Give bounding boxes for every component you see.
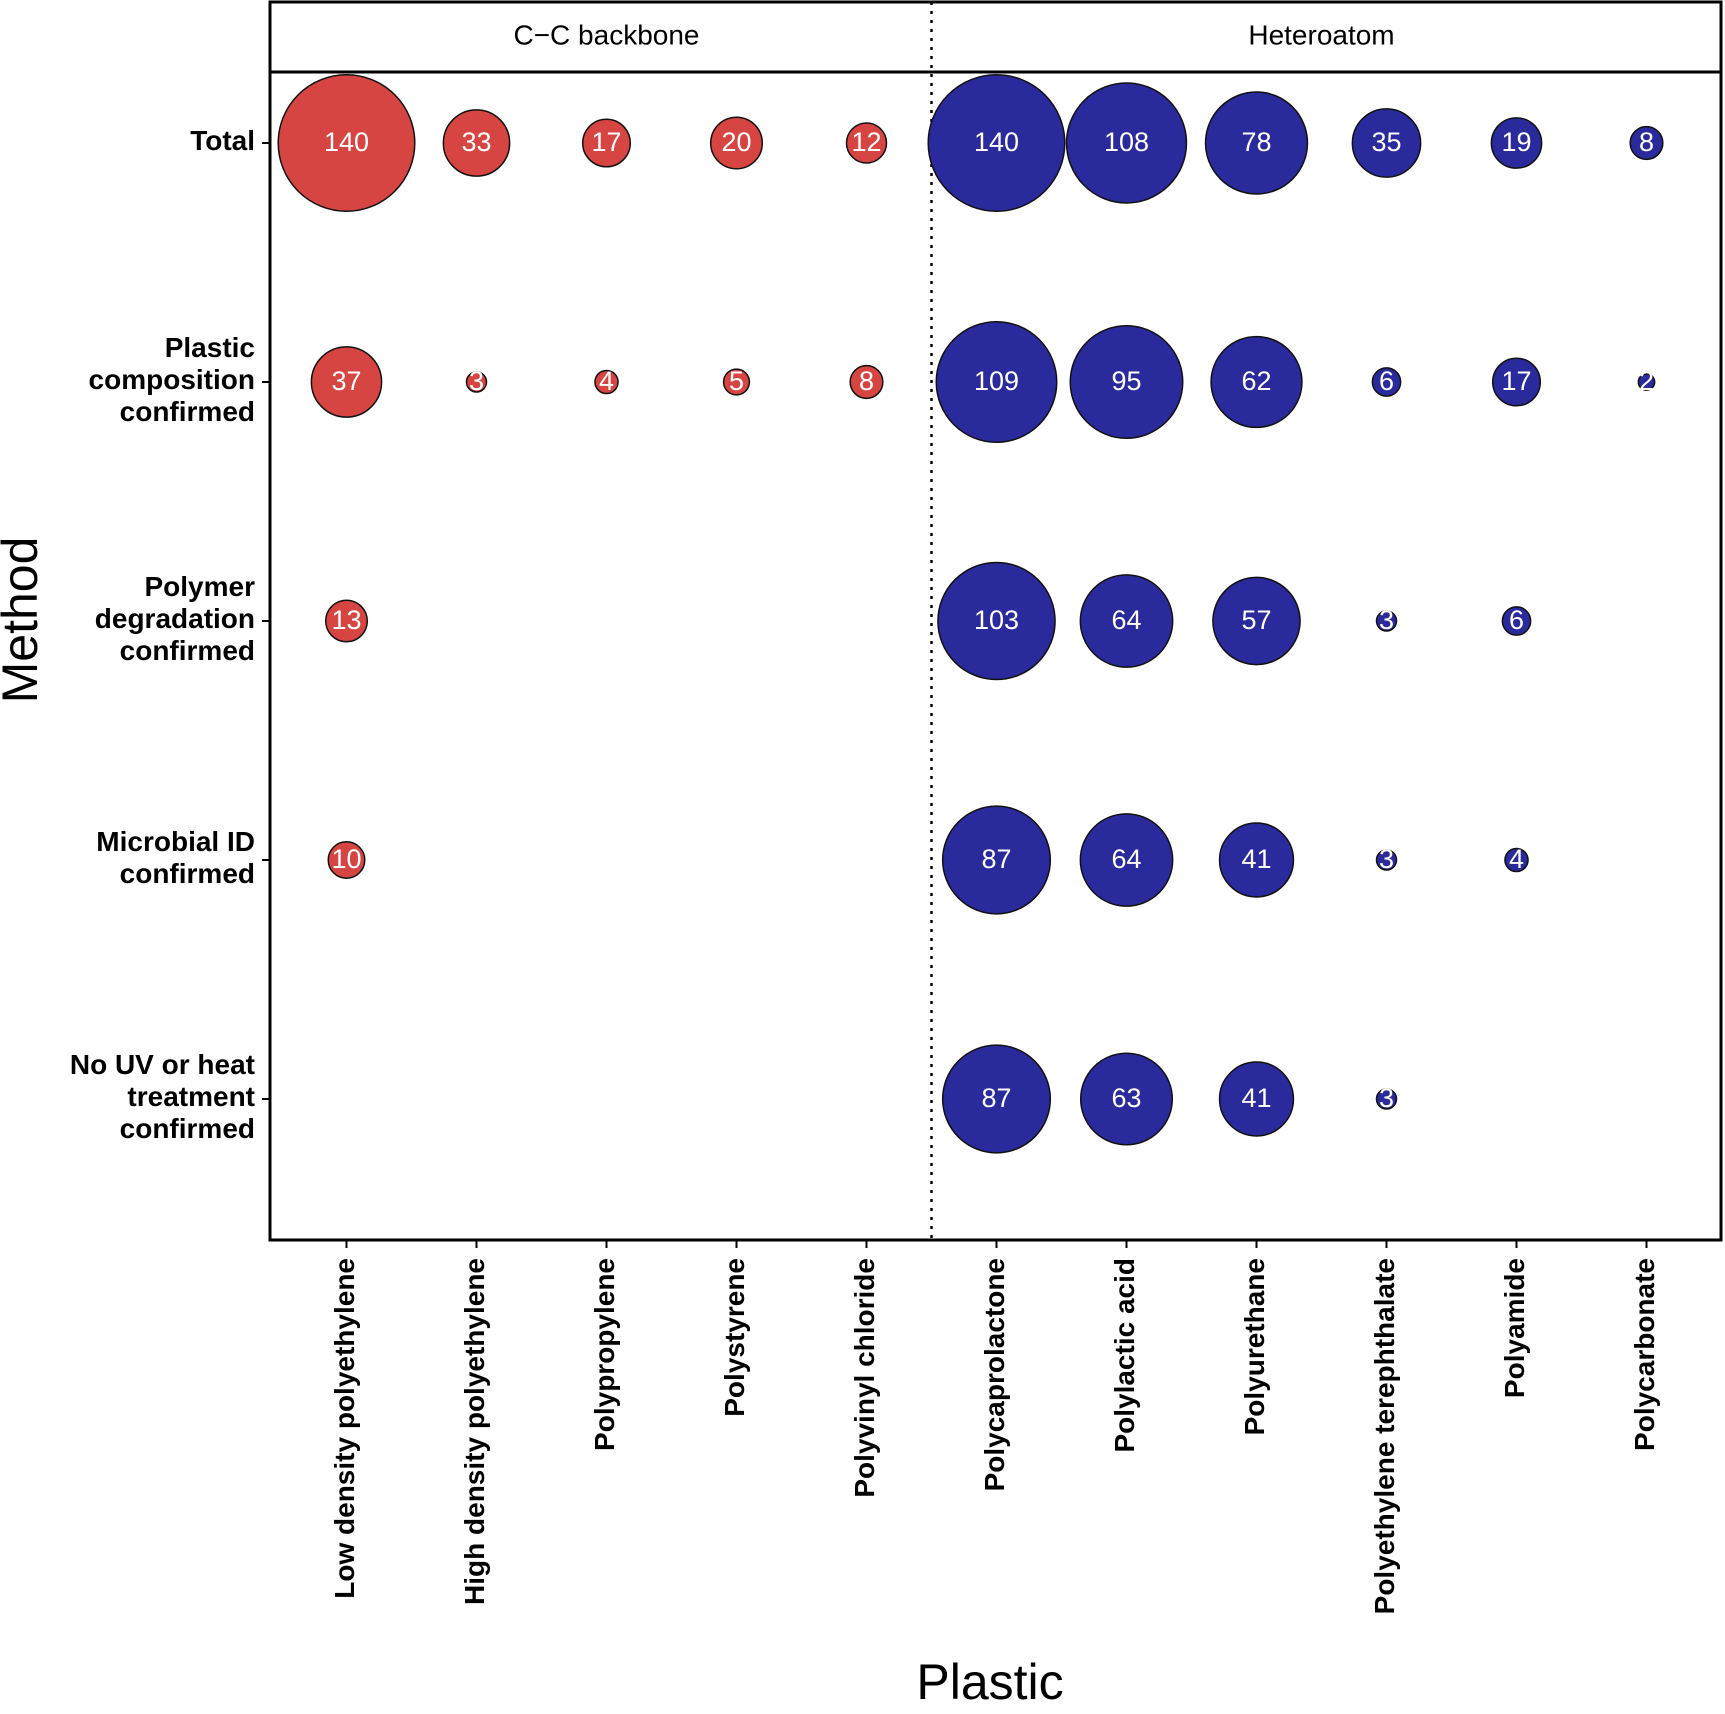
value-label: 87 (981, 844, 1011, 874)
value-label: 19 (1501, 127, 1531, 157)
value-label: 4 (599, 366, 614, 396)
value-label: 37 (331, 366, 361, 396)
value-label: 35 (1371, 127, 1401, 157)
bubble (1375, 1088, 1398, 1110)
x-tick-label: Polycaprolactone (979, 1258, 1010, 1491)
value-label: 12 (851, 127, 881, 157)
value-label: 64 (1111, 605, 1141, 635)
y-tick-label: Polymer degradation confirmed (95, 571, 255, 666)
value-label: 78 (1241, 127, 1271, 157)
value-label: 62 (1241, 366, 1271, 396)
bubble (327, 841, 366, 879)
value-label: 140 (324, 127, 369, 157)
value-label: 8 (859, 366, 874, 396)
bubble (935, 321, 1058, 443)
bubble (1375, 849, 1398, 871)
bubble (1212, 576, 1301, 666)
x-tick-label: Polyvinyl chloride (849, 1258, 880, 1498)
bubble (1629, 125, 1664, 161)
bubble (1079, 1052, 1174, 1146)
x-tick-label: High density polyethylene (459, 1258, 490, 1605)
x-axis-title: Plastic (916, 1654, 1063, 1710)
value-label: 8 (1639, 127, 1654, 157)
value-label: 63 (1111, 1083, 1141, 1113)
bubble (594, 369, 619, 395)
bubble (1501, 606, 1532, 636)
value-label: 2 (1639, 366, 1654, 396)
bubble (1371, 367, 1402, 397)
value-label: 17 (591, 127, 621, 157)
value-label: 5 (729, 366, 744, 396)
x-tick-label: Polylactic acid (1109, 1258, 1140, 1453)
bubble (1375, 610, 1398, 632)
bubble (1504, 847, 1529, 873)
y-tick-label: Microbial ID confirmed (96, 826, 255, 889)
y-tick-label: No UV or heat treatment confirmed (70, 1049, 255, 1144)
x-tick-label: Polypropylene (589, 1258, 620, 1451)
value-label: 64 (1111, 844, 1141, 874)
bubble (1637, 373, 1656, 391)
value-label: 108 (1104, 127, 1149, 157)
value-label: 41 (1241, 844, 1271, 874)
bubble (310, 346, 383, 418)
value-label: 109 (974, 366, 1019, 396)
bubble (849, 364, 884, 400)
bubble (277, 73, 416, 213)
bubble (1490, 117, 1543, 169)
bubble (581, 118, 632, 168)
bubble (845, 122, 888, 164)
value-label: 4 (1509, 844, 1524, 874)
facet-label: C−C backbone (513, 19, 699, 50)
value-label: 41 (1241, 1083, 1271, 1113)
value-label: 3 (1379, 844, 1394, 874)
bubble (1210, 335, 1303, 429)
bubble (1204, 91, 1309, 195)
x-tick-label: Low density polyethylene (329, 1258, 360, 1599)
bubble (1069, 325, 1184, 439)
value-label: 6 (1509, 605, 1524, 635)
bubble (1079, 813, 1174, 907)
x-tick-label: Polyamide (1499, 1258, 1530, 1398)
value-label: 3 (1379, 1083, 1394, 1113)
bubble (442, 109, 511, 177)
value-label: 3 (1379, 605, 1394, 635)
value-label: 87 (981, 1083, 1011, 1113)
value-label: 33 (461, 127, 491, 157)
value-label: 10 (331, 844, 361, 874)
facet-label: Heteroatom (1248, 19, 1394, 50)
strip-box (268, 0, 1723, 74)
y-tick-label: Total (190, 125, 255, 156)
bubble (1218, 1061, 1295, 1137)
bubble (324, 599, 369, 643)
value-label: 13 (331, 605, 361, 635)
value-label: 20 (721, 127, 751, 157)
value-label: 3 (469, 366, 484, 396)
value-label: 17 (1501, 366, 1531, 396)
value-label: 140 (974, 127, 1019, 157)
value-label: 6 (1379, 366, 1394, 396)
bubble (941, 805, 1052, 915)
x-tick-label: Polystyrene (719, 1258, 750, 1417)
bubble (941, 1044, 1052, 1154)
value-label: 95 (1111, 366, 1141, 396)
bubble (927, 73, 1066, 213)
bubble (1218, 822, 1295, 898)
bubble (1065, 82, 1188, 204)
value-label: 57 (1241, 605, 1271, 635)
bubble (722, 368, 751, 396)
bubble (1491, 357, 1542, 407)
bubble (709, 116, 764, 170)
bubble (1079, 574, 1174, 668)
bubble (1351, 108, 1422, 178)
value-label: 103 (974, 605, 1019, 635)
bubble (465, 371, 488, 393)
x-tick-label: Polyurethane (1239, 1258, 1270, 1435)
x-tick-label: Polycarbonate (1629, 1258, 1660, 1451)
y-axis-title: Method (0, 537, 48, 704)
y-tick-label: Plastic composition confirmed (89, 332, 255, 427)
x-tick-label: Polyethylene terephthalate (1369, 1258, 1400, 1614)
bubble (937, 561, 1056, 681)
